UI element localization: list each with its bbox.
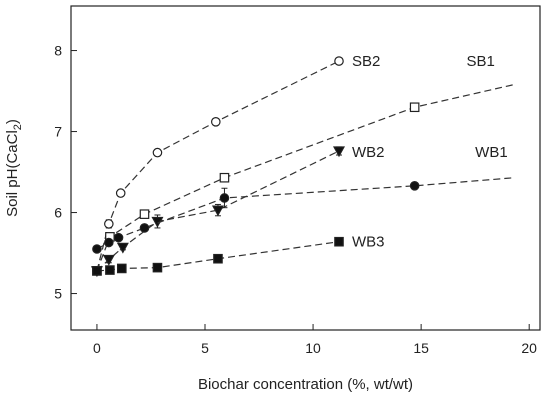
data-point bbox=[116, 242, 129, 254]
data-point bbox=[219, 172, 230, 183]
y-axis-title-tail: ) bbox=[4, 119, 21, 124]
y-tick-label: 5 bbox=[54, 286, 62, 302]
series-label-sb2: SB2 bbox=[352, 53, 380, 70]
series-wb2: WB2 bbox=[90, 144, 385, 278]
y-axis-title-subscript: 2 bbox=[12, 124, 24, 130]
data-point bbox=[409, 181, 420, 191]
data-point bbox=[332, 146, 346, 158]
x-tick-label: 0 bbox=[93, 340, 101, 356]
x-axis-title: Biochar concentration (%, wt/wt) bbox=[198, 376, 413, 393]
y-tick-label: 6 bbox=[54, 205, 62, 221]
series-layer: SB2 SB1 WB2 WB1 WB3 bbox=[90, 53, 515, 278]
y-axis-title: Soil pH(CaCl2) bbox=[4, 119, 24, 217]
data-point bbox=[139, 209, 150, 219]
series-wb3: WB3 bbox=[92, 234, 385, 276]
x-tick-label: 10 bbox=[305, 340, 321, 356]
data-point bbox=[334, 236, 344, 247]
series-label-wb2: WB2 bbox=[352, 144, 385, 161]
x-tick-label: 5 bbox=[201, 340, 209, 356]
series-wb1: WB1 bbox=[92, 144, 515, 254]
y-tick-label: 8 bbox=[54, 43, 62, 59]
series-label-wb1: WB1 bbox=[475, 144, 508, 161]
data-point bbox=[92, 244, 102, 254]
data-point bbox=[152, 262, 163, 273]
data-point bbox=[113, 232, 124, 243]
plot-frame bbox=[70, 5, 541, 331]
data-point bbox=[115, 188, 126, 198]
data-point bbox=[116, 263, 127, 274]
y-axis-title-main: Soil pH(CaCl bbox=[4, 130, 21, 217]
data-point bbox=[152, 147, 163, 158]
data-point bbox=[334, 56, 344, 66]
axis-ticks: 0 5 10 15 20 5 6 7 8 bbox=[54, 43, 537, 356]
series-label-wb3: WB3 bbox=[352, 234, 385, 251]
data-point bbox=[213, 253, 223, 264]
data-point bbox=[211, 117, 221, 127]
data-point bbox=[105, 265, 115, 275]
series-line bbox=[96, 83, 515, 272]
y-tick-label: 7 bbox=[54, 124, 62, 140]
data-point bbox=[92, 266, 102, 276]
data-point bbox=[104, 237, 114, 248]
series-line bbox=[96, 60, 340, 272]
data-point bbox=[102, 254, 115, 266]
data-point bbox=[104, 219, 114, 229]
series-line bbox=[96, 177, 515, 250]
series-label-sb1: SB1 bbox=[467, 53, 495, 70]
data-point bbox=[409, 102, 420, 113]
data-point bbox=[211, 205, 224, 217]
data-point bbox=[219, 193, 230, 203]
x-tick-label: 15 bbox=[413, 340, 429, 356]
x-tick-label: 20 bbox=[521, 340, 537, 356]
series-sb1: SB1 bbox=[92, 53, 515, 276]
data-point bbox=[139, 223, 150, 233]
